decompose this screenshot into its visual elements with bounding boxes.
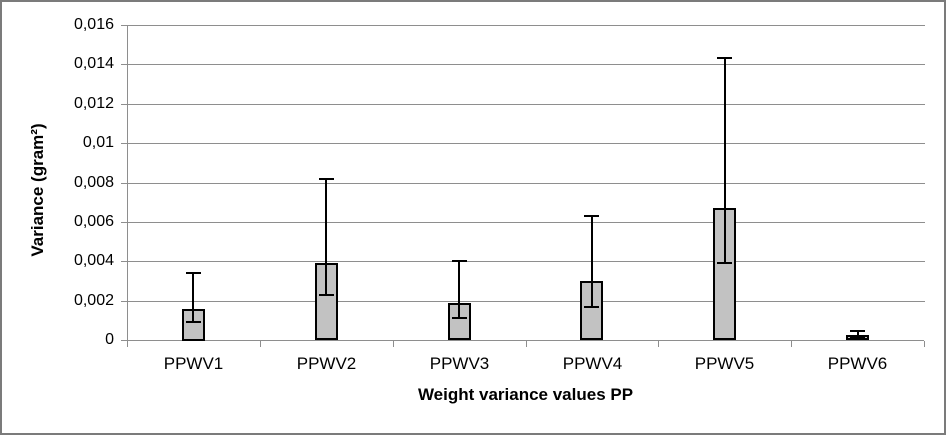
gridline xyxy=(128,183,925,184)
error-bar-line xyxy=(724,58,726,263)
error-bar-cap-bottom xyxy=(319,294,334,296)
x-axis-title: Weight variance values PP xyxy=(417,385,634,404)
y-axis-tick xyxy=(121,104,127,105)
gridline xyxy=(128,301,925,302)
error-bar-line xyxy=(458,261,460,318)
error-bar-line xyxy=(325,179,327,295)
gridline xyxy=(128,25,925,26)
y-tick-label: 0,01 xyxy=(82,134,114,151)
error-bar-line xyxy=(857,331,859,338)
x-category-label: PPWV4 xyxy=(562,354,623,373)
error-bar-cap-bottom xyxy=(452,317,467,319)
gridline xyxy=(128,64,925,65)
y-tick-label: 0,008 xyxy=(73,174,114,191)
x-axis-tick xyxy=(791,341,792,347)
error-bar-cap-bottom xyxy=(850,337,865,339)
gridline xyxy=(128,261,925,262)
x-category-label: PPWV6 xyxy=(827,354,888,373)
y-tick-label: 0,014 xyxy=(73,55,114,72)
gridline xyxy=(128,104,925,105)
y-tick-label: 0,004 xyxy=(73,252,114,269)
y-tick-label: 0 xyxy=(105,331,114,348)
x-axis-tick xyxy=(260,341,261,347)
error-bar-cap-top xyxy=(186,272,201,274)
x-axis-tick xyxy=(658,341,659,347)
y-tick-label: 0,016 xyxy=(73,16,114,33)
y-axis-tick xyxy=(121,340,127,341)
error-bar-cap-top xyxy=(319,178,334,180)
y-axis-tick xyxy=(121,25,127,26)
error-bar-cap-bottom xyxy=(717,262,732,264)
x-axis-tick xyxy=(924,341,925,347)
y-axis-tick xyxy=(121,183,127,184)
error-bar-cap-top xyxy=(452,260,467,262)
x-axis-tick xyxy=(526,341,527,347)
gridline xyxy=(128,222,925,223)
error-bar-line xyxy=(591,216,593,307)
error-bar-line xyxy=(192,273,194,322)
error-bar-cap-top xyxy=(850,330,865,332)
error-bar-cap-top xyxy=(584,215,599,217)
x-category-label: PPWV2 xyxy=(296,354,357,373)
error-bar-cap-bottom xyxy=(186,321,201,323)
x-category-label: PPWV1 xyxy=(163,354,224,373)
x-axis-tick xyxy=(127,341,128,347)
error-bar-cap-top xyxy=(717,57,732,59)
y-axis-tick xyxy=(121,222,127,223)
y-tick-label: 0,006 xyxy=(73,213,114,230)
error-bar-cap-bottom xyxy=(584,306,599,308)
y-tick-label: 0,002 xyxy=(73,292,114,309)
y-axis-tick xyxy=(121,301,127,302)
x-axis-tick xyxy=(393,341,394,347)
y-axis-tick xyxy=(121,64,127,65)
x-category-label: PPWV3 xyxy=(429,354,490,373)
gridline xyxy=(128,143,925,144)
y-axis-tick xyxy=(121,261,127,262)
x-category-label: PPWV5 xyxy=(694,354,755,373)
plot-area xyxy=(127,25,925,341)
y-axis-tick xyxy=(121,143,127,144)
y-tick-label: 0,012 xyxy=(73,95,114,112)
